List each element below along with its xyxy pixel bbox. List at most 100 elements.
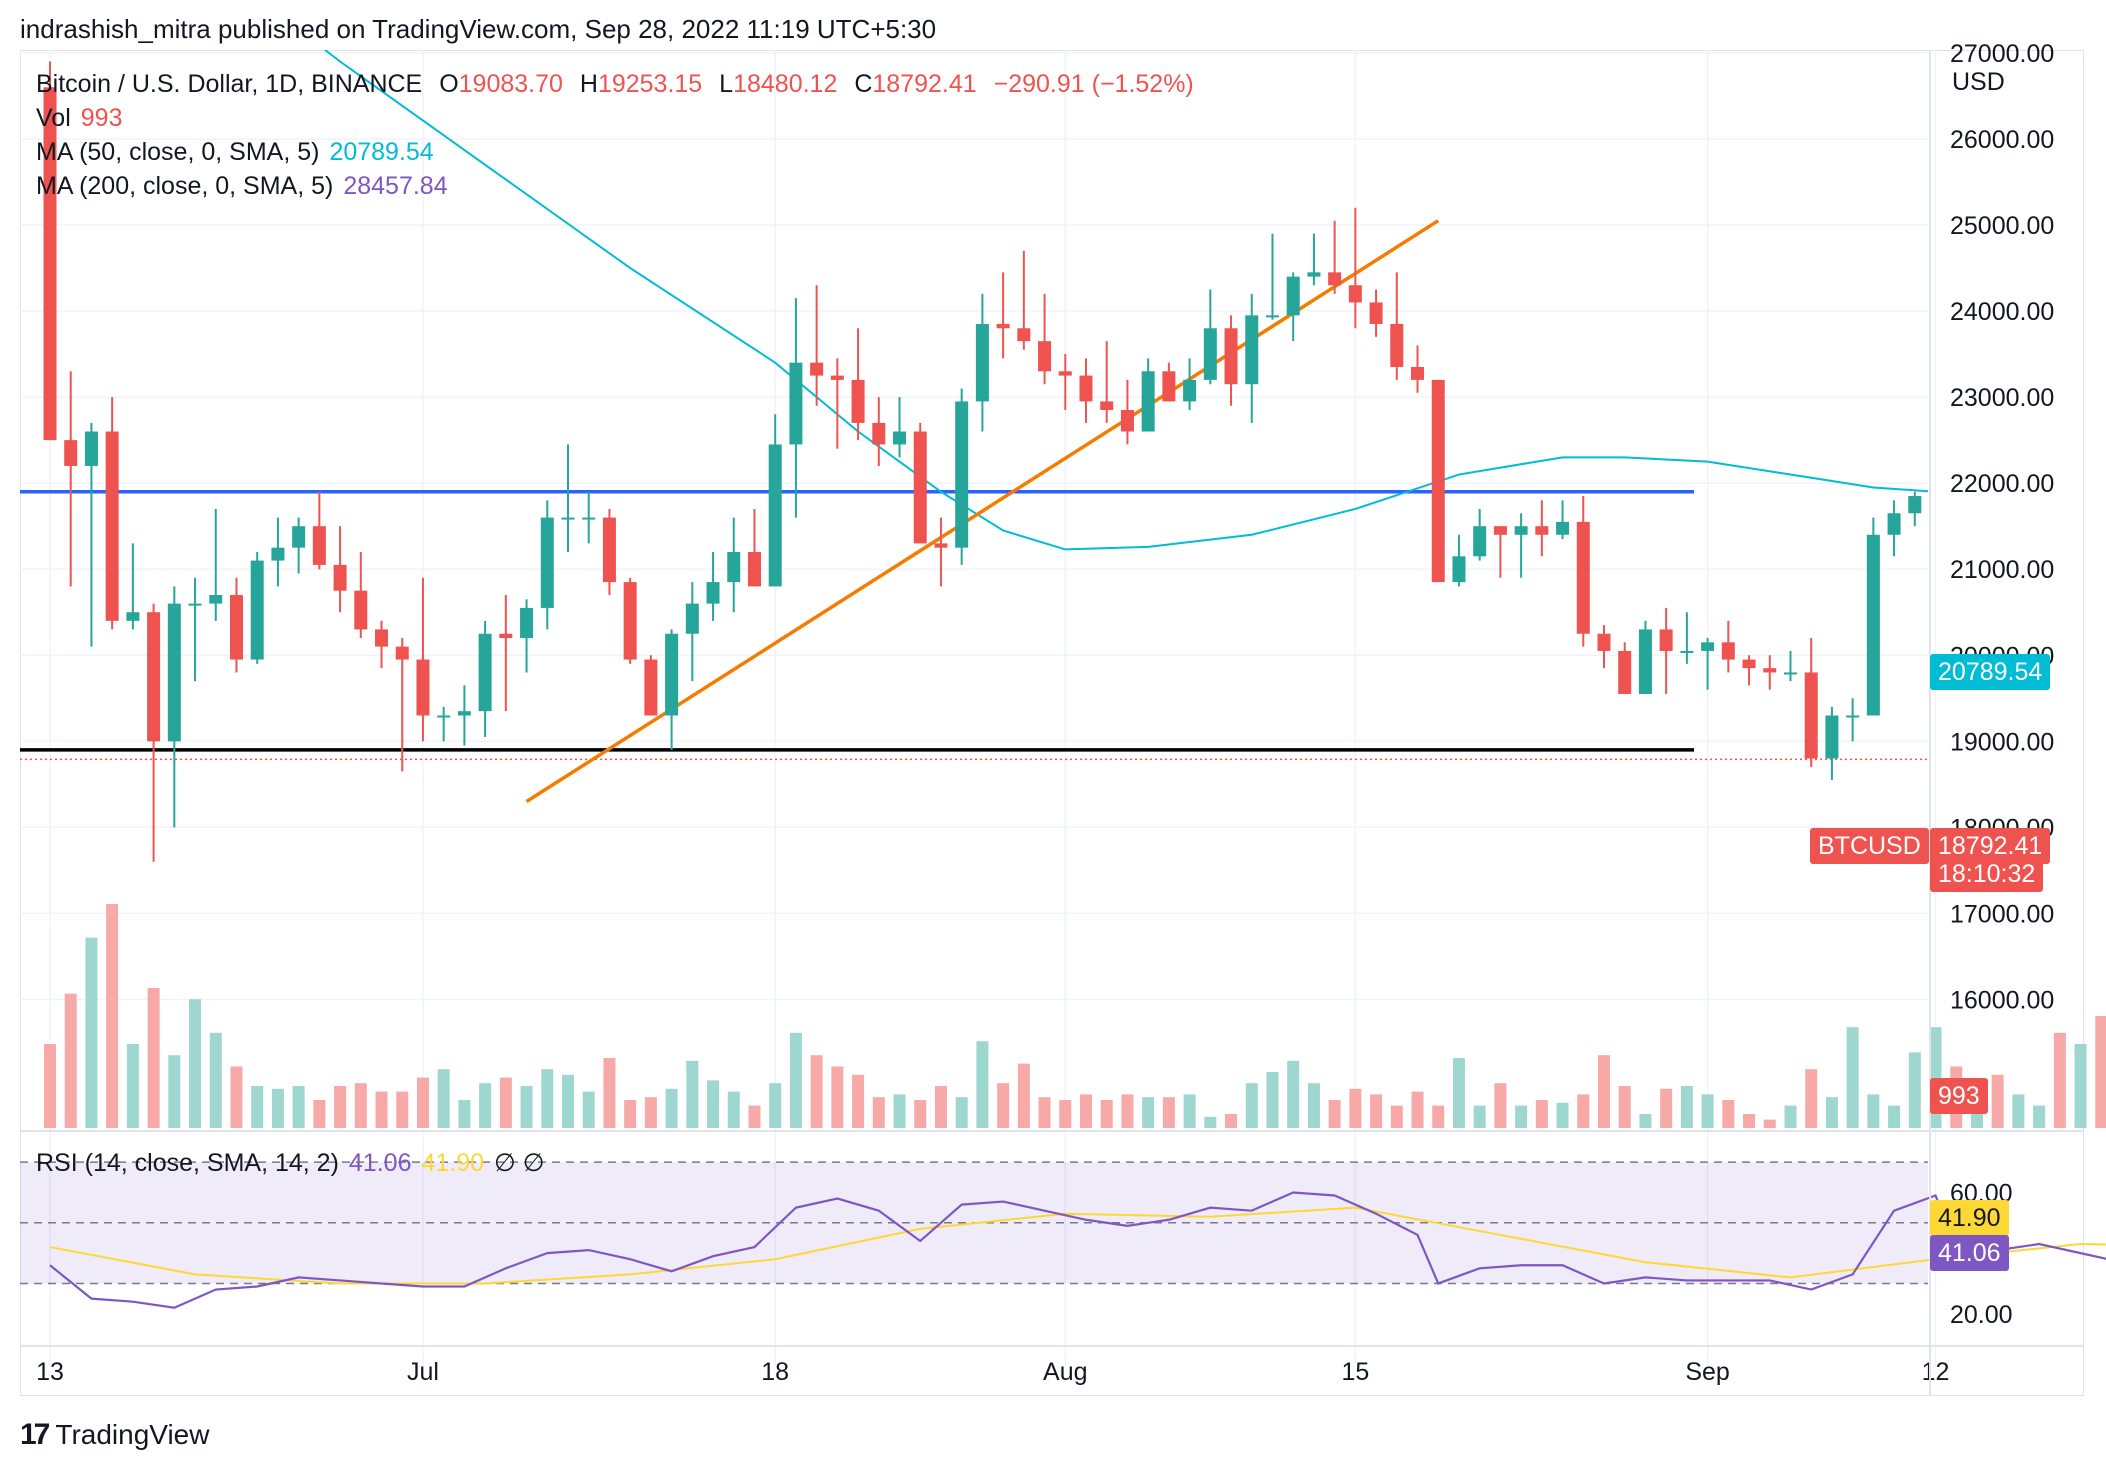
legend-ma200-row: MA (200, close, 0, SMA, 5) 28457.84 (36, 172, 458, 201)
volume-bar (934, 1086, 947, 1128)
candle-body (395, 646, 409, 660)
candle-body (1390, 323, 1404, 367)
volume-bar (914, 1100, 927, 1128)
volume-bar (1411, 1091, 1424, 1128)
candle-body (1224, 328, 1238, 385)
candle-body (188, 603, 202, 606)
volume-bar (334, 1086, 347, 1128)
candle-body (1763, 668, 1777, 673)
volume-bar (375, 1091, 388, 1128)
candle-body (644, 659, 658, 716)
volume-bar (852, 1074, 865, 1128)
legend-rsi-extra: ∅ ∅ (494, 1149, 545, 1177)
candle-body (250, 560, 264, 660)
candle-body (1908, 496, 1922, 514)
legend-rsi-label: RSI (14, close, SMA, 14, 2) (36, 1149, 339, 1177)
volume-bar (1287, 1060, 1300, 1128)
candle-body (561, 517, 575, 520)
candle-body (2095, 694, 2106, 750)
candle-body (520, 607, 534, 639)
rsi-line (49, 1191, 2106, 1309)
candle-body (478, 633, 492, 712)
symbol-tag-badge: BTCUSD (1810, 828, 1929, 864)
volume-bar (1017, 1063, 1030, 1128)
ma50-line (323, 50, 1928, 551)
candle-body (126, 612, 140, 621)
rsi-ma-line (49, 1206, 2106, 1285)
volume-bar (562, 1074, 574, 1128)
legend-low-label: L (719, 70, 734, 98)
candle-body (582, 517, 596, 520)
volume-bar (1763, 1119, 1776, 1128)
candle-body (1680, 650, 1694, 653)
candle-body (1120, 410, 1134, 432)
candle-body (147, 612, 161, 742)
candle-body (209, 595, 223, 604)
legend-open-label: O (439, 70, 459, 98)
time-tick-label: 15 (1341, 1358, 1369, 1386)
volume-bar (997, 1083, 1010, 1128)
candle-body (2053, 647, 2066, 703)
legend-rsi-ma-value: 41.90 (421, 1149, 485, 1177)
volume-bar (810, 1055, 823, 1128)
price-tick-label: 16000.00 (1950, 986, 2054, 1014)
volume-bar (1784, 1105, 1797, 1128)
candle-body (1286, 276, 1300, 316)
volume-bar (1577, 1094, 1590, 1128)
volume-bar (1328, 1100, 1341, 1128)
candle-body (167, 603, 181, 742)
candle-body (43, 87, 57, 441)
volume-bar (872, 1097, 885, 1128)
volume-bar (168, 1055, 181, 1128)
time-tick-label: 13 (36, 1358, 64, 1386)
legend-ma200-label: MA (200, close, 0, SMA, 5) (36, 172, 334, 200)
volume-bar (2033, 1105, 2046, 1128)
volume-bar (1266, 1072, 1279, 1128)
time-tick-label: Jul (407, 1358, 439, 1386)
candle-body (375, 629, 389, 647)
candle-body (955, 401, 969, 548)
rsi-tick-label: 20.00 (1950, 1301, 2013, 1329)
tradingview-logo[interactable]: 17 TradingView (20, 1418, 209, 1452)
currency-label: USD (1952, 68, 2005, 96)
candle-body (1846, 715, 1860, 718)
volume-bar (1722, 1100, 1735, 1128)
volume-bar (147, 988, 160, 1128)
candle-body (499, 633, 513, 639)
candle-body (1017, 328, 1031, 342)
volume-bar (1038, 1097, 1051, 1128)
candle-body (830, 375, 844, 380)
candle-body (665, 633, 679, 716)
volume-bar (1743, 1114, 1756, 1128)
candle-body (789, 362, 803, 445)
volume-bar (1515, 1105, 1528, 1128)
legend-symbol-row: Bitcoin / U.S. Dollar, 1D, BINANCE O1908… (36, 70, 1204, 99)
candle-body (913, 431, 927, 544)
volume-bar (1370, 1094, 1383, 1128)
candle-body (1473, 526, 1487, 557)
volume-bar (479, 1083, 492, 1128)
price-pane-layer (20, 50, 2106, 862)
candle-body (706, 582, 720, 604)
legend-vol-label: Vol (36, 104, 71, 132)
ma50-price-badge: 20789.54 (1930, 654, 2051, 690)
price-tick-label: 24000.00 (1950, 298, 2054, 326)
legend-high-label: H (579, 70, 598, 98)
volume-bar (686, 1060, 699, 1128)
candle-body (1970, 634, 1983, 638)
candle-body (229, 595, 243, 660)
candle-body (1804, 672, 1818, 759)
volume-bar (1307, 1083, 1320, 1128)
volume-bar (1618, 1086, 1631, 1128)
volume-bar (2095, 1016, 2106, 1128)
price-tick-label: 22000.00 (1950, 470, 2054, 498)
candle-body (1307, 272, 1321, 277)
candle-body (540, 517, 554, 608)
volume-bar (789, 1032, 802, 1128)
volume-bar (1080, 1094, 1092, 1128)
candle-body (1162, 371, 1176, 402)
tradingview-logo-icon: 17 (20, 1418, 50, 1451)
volume-bar (1432, 1105, 1445, 1128)
volume-bar (44, 1044, 56, 1128)
